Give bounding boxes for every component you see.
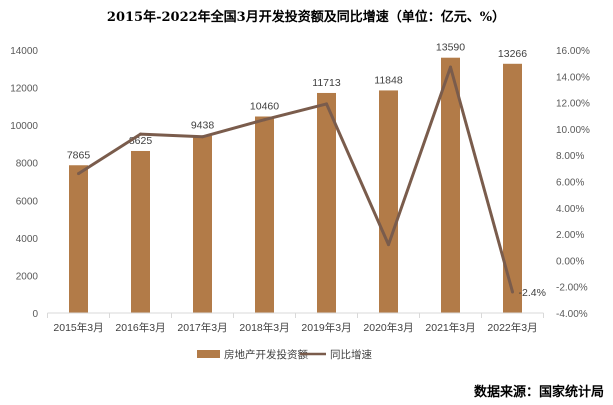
bar (255, 116, 274, 313)
bar-data-label: 11713 (312, 77, 341, 89)
x-tick-label: 2015年3月 (53, 321, 103, 334)
right-tick-label: 16.00% (556, 46, 590, 57)
line-point (263, 118, 266, 122)
right-tick-label: 12.00% (556, 99, 590, 110)
bar (131, 150, 150, 313)
left-tick-label: 14000 (10, 46, 38, 57)
x-tick-label: 2016年3月 (115, 321, 165, 334)
line-point (325, 102, 328, 106)
right-tick-label: 4.00% (556, 204, 584, 215)
left-tick-label: 0 (32, 309, 38, 320)
left-tick-label: 4000 (16, 234, 39, 245)
legend-bar-label: 房地产开发投资额 (224, 348, 308, 361)
bar (379, 90, 398, 314)
bar (441, 57, 460, 313)
bar-data-label: 7865 (67, 149, 91, 161)
legend-bar-swatch (197, 350, 220, 358)
bar-data-label: 10460 (250, 101, 279, 113)
line-point (77, 172, 80, 176)
source-note: 数据来源：国家统计局 (474, 384, 604, 400)
x-tick-label: 2021年3月 (425, 321, 475, 334)
bar-data-label: 13266 (498, 48, 527, 60)
right-tick-label: 6.00% (556, 178, 584, 189)
right-tick-label: 14.00% (556, 72, 590, 83)
right-axis: -4.00% -2.00% 0.00% 2.00% 4.00% 6.00% 8.00% 10.… (556, 46, 590, 320)
x-tick-label: 2020年3月 (363, 321, 413, 334)
line-point (511, 290, 514, 294)
line-point (449, 65, 452, 69)
x-tick-label: 2017年3月 (177, 321, 227, 334)
bar (193, 135, 212, 313)
right-tick-label: 2.00% (556, 230, 584, 241)
left-tick-label: 12000 (10, 84, 38, 95)
line-data-label: -2.4% (519, 287, 546, 299)
right-tick-label: 10.00% (556, 125, 590, 136)
bar (503, 63, 522, 314)
bar-data-label: 13590 (436, 42, 465, 54)
line-point (139, 132, 142, 136)
left-axis: 0 2000 4000 6000 8000 10000 12000 14000 (10, 46, 38, 320)
chart-title: 2015年-2022年全国3月开发投资额及同比增速（单位：亿元、%） (107, 9, 505, 25)
right-tick-label: -2.00% (556, 283, 588, 294)
legend: 房地产开发投资额 同比增速 (197, 348, 372, 361)
left-tick-label: 6000 (16, 196, 39, 207)
x-axis: 2015年3月 2016年3月 2017年3月 2018年3月 2019年3月 2020年… (47, 312, 544, 334)
line-point (201, 135, 204, 139)
right-tick-label: 8.00% (556, 151, 584, 162)
bar (317, 92, 336, 314)
line-series: -2.4% (77, 65, 546, 299)
bar (69, 165, 88, 313)
legend-line-label: 同比增速 (330, 348, 372, 361)
x-tick-label: 2022年3月 (487, 321, 537, 334)
right-tick-label: -4.00% (556, 309, 588, 320)
bar-data-label: 11848 (374, 74, 403, 86)
x-tick-label: 2018年3月 (239, 321, 289, 334)
x-tick-label: 2019年3月 (301, 321, 351, 334)
right-tick-label: 0.00% (556, 256, 584, 267)
growth-line (77, 65, 514, 293)
line-point (387, 243, 390, 247)
left-tick-label: 10000 (10, 121, 38, 132)
left-tick-label: 2000 (16, 271, 39, 282)
left-tick-label: 8000 (16, 159, 39, 170)
bar-data-label: 9438 (191, 120, 215, 132)
